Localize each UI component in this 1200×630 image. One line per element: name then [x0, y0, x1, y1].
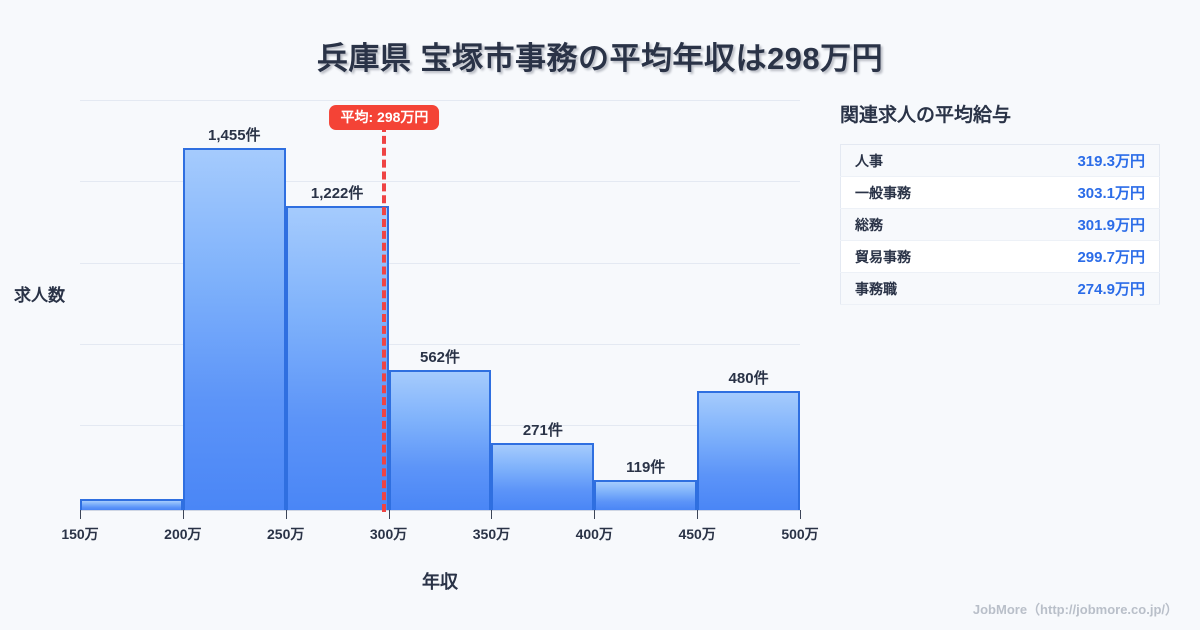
- x-tick-label: 200万: [164, 526, 202, 542]
- salary-value: 274.9万円: [987, 272, 1160, 305]
- salary-job-name: 総務: [840, 208, 988, 241]
- x-axis-baseline: [80, 510, 800, 511]
- bar-value-label: 1,222件: [310, 185, 364, 203]
- x-tick-mark: [697, 510, 699, 519]
- page-title: 兵庫県 宝塚市事務の平均年収は298万円: [316, 41, 884, 76]
- bar-value-label: 271件: [522, 421, 563, 439]
- gridline: [80, 263, 800, 264]
- x-tick-mark: [388, 510, 390, 519]
- salary-value: 301.9万円: [987, 208, 1160, 241]
- y-axis-title: 求人数: [14, 286, 65, 305]
- x-tick-label: 300万: [369, 526, 408, 542]
- panel-title: 関連求人の平均給与: [840, 105, 1012, 126]
- histogram-bar: [697, 390, 800, 510]
- gridline: [80, 344, 800, 345]
- table-row: 事務職 274.9万円: [840, 272, 1160, 305]
- x-tick-mark: [594, 510, 596, 519]
- histogram-bar: [285, 206, 389, 510]
- footer-credit: JobMore（http://jobmore.co.jp/）: [972, 602, 1178, 617]
- salary-job-name: 事務職: [840, 272, 988, 305]
- x-axis-title: 年収: [422, 572, 458, 592]
- salary-job-name: 貿易事務: [840, 240, 988, 273]
- bar-value-label: 562件: [419, 349, 461, 367]
- histogram-bar: [594, 480, 698, 510]
- bar-value-label: 480件: [728, 369, 769, 387]
- histogram-bar: [491, 442, 595, 510]
- average-badge: 平均: 298万円: [329, 105, 440, 131]
- table-row: 総務 301.9万円: [840, 208, 1160, 241]
- table-row: 一般事務 303.1万円: [840, 176, 1160, 209]
- x-tick-mark: [491, 510, 493, 519]
- histogram-bar: [80, 498, 183, 510]
- x-tick-label: 250万: [267, 526, 305, 542]
- bar-value-label: 119件: [626, 459, 666, 477]
- table-row: 人事 319.3万円: [840, 144, 1160, 177]
- salary-job-name: 一般事務: [840, 176, 988, 209]
- histogram-chart: 1,455件 1,222件 562件 271件 119件 480件 150万 200万 250…: [14, 100, 819, 592]
- x-tick-label: 450万: [678, 526, 716, 542]
- x-tick-mark: [285, 510, 287, 519]
- x-tick-mark: [800, 510, 801, 519]
- x-tick-label: 150万: [61, 526, 99, 542]
- x-tick-mark: [80, 510, 81, 519]
- related-salary-panel: 関連求人の平均給与 人事 319.3万円 一般事務 303.1万円 総務 301.9万円貿…: [840, 100, 1160, 305]
- gridline: [80, 181, 800, 182]
- salary-job-name: 人事: [840, 144, 988, 177]
- salary-table: 人事 319.3万円 一般事務 303.1万円 総務 301.9万円 貿易事務 299.7万円…: [840, 144, 1160, 305]
- x-tick-label: 400万: [575, 526, 613, 542]
- histogram-bar: [388, 370, 492, 510]
- x-tick-label: 500万: [781, 526, 819, 542]
- salary-value: 299.7万円: [987, 240, 1160, 273]
- x-tick-label: 350万: [472, 526, 511, 542]
- salary-value: 303.1万円: [987, 176, 1160, 209]
- salary-value: 319.3万円: [987, 144, 1160, 177]
- gridline: [80, 100, 800, 101]
- bar-value-label: 1,455件: [208, 127, 261, 145]
- table-row: 貿易事務 299.7万円: [840, 240, 1160, 273]
- average-line: [382, 124, 387, 512]
- histogram-bar: [182, 148, 286, 510]
- x-tick-mark: [182, 510, 184, 519]
